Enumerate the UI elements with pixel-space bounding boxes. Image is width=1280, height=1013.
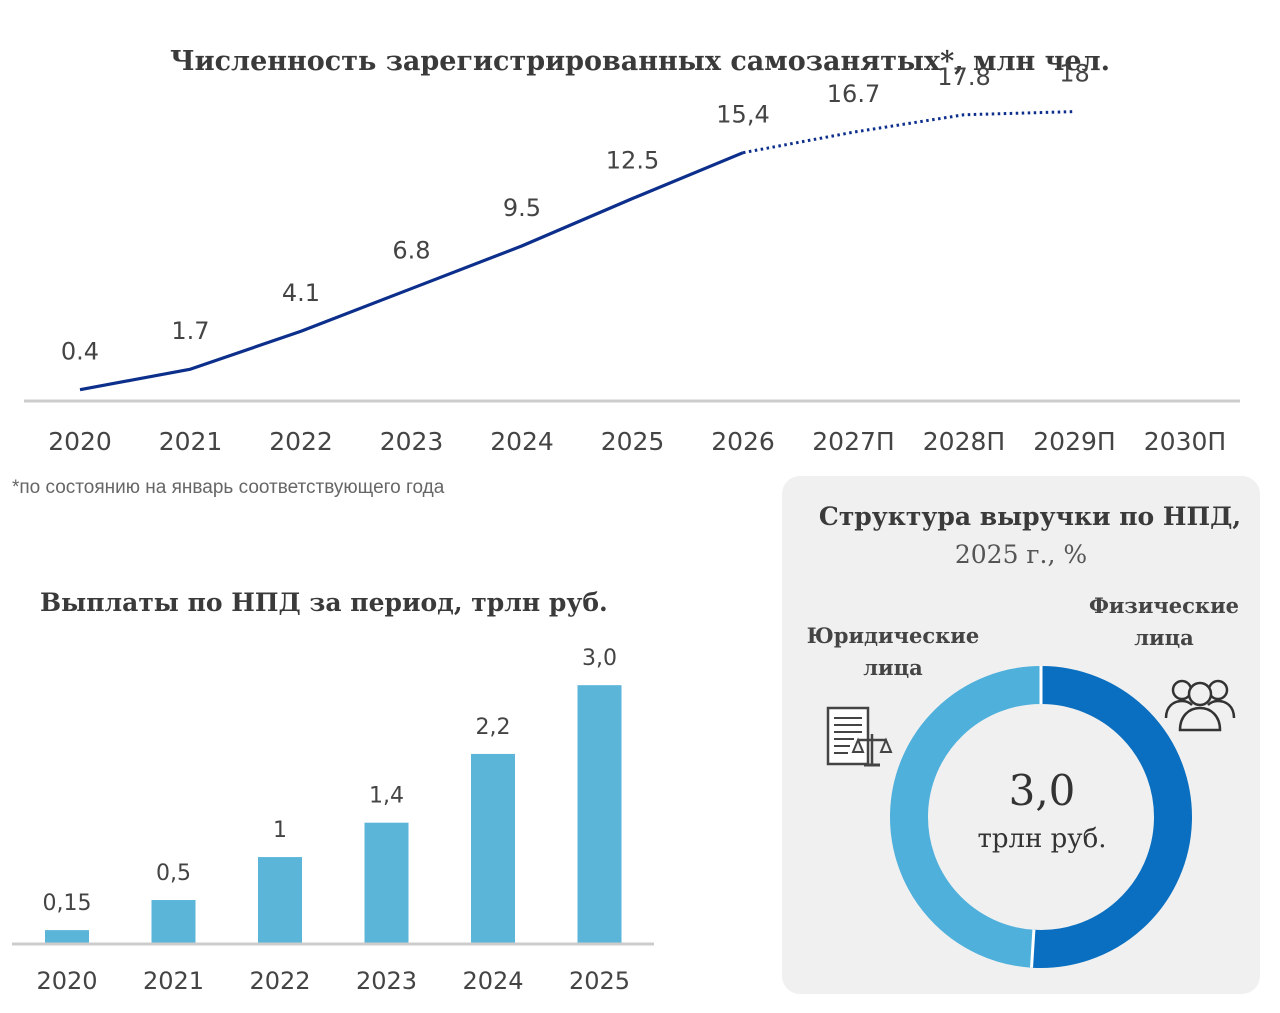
line-x-tick: 2027П (812, 427, 894, 456)
line-data-label: 6.8 (392, 237, 430, 265)
bar-data-label: 3,0 (582, 646, 617, 671)
donut-title: Структура выручки по НПД, 2025 г., % (782, 498, 1260, 574)
bar-x-tick: 2020 (36, 967, 97, 995)
line-x-tick: 2021 (159, 427, 223, 456)
legal-label-line2: лица (863, 655, 923, 680)
bar-2021 (151, 900, 196, 943)
document-scales-icon (826, 706, 893, 767)
bar-x-tick: 2023 (356, 967, 417, 995)
bar-2020 (45, 930, 89, 943)
line-chart-title: Численность зарегистрированных самозанят… (169, 46, 1111, 77)
individuals-label: Физические лица (1078, 590, 1250, 654)
donut-title-main: Структура выручки по НПД, (818, 502, 1242, 531)
bar-2025 (577, 685, 622, 943)
legal-entities-label: Юридические лица (798, 620, 988, 684)
line-data-label: 9.5 (503, 194, 541, 222)
line-data-label: 1.7 (171, 317, 209, 345)
bar-data-label: 2,2 (476, 715, 511, 740)
bar-data-label: 1,4 (369, 784, 404, 809)
donut-separator (1030, 929, 1036, 968)
line-data-label: 4.1 (282, 279, 320, 307)
line-data-label: 0.4 (61, 338, 99, 366)
forecast-series-line (742, 110, 1075, 155)
legal-label-line1: Юридические (806, 623, 980, 648)
line-x-tick: 2030П (1144, 427, 1226, 456)
physical-label-line1: Физические (1088, 593, 1240, 618)
donut-slice-individuals (1031, 666, 1192, 968)
bar-x-tick: 2022 (249, 967, 310, 995)
physical-label-line2: лица (1134, 625, 1194, 650)
line-data-label: 15,4 (716, 101, 769, 129)
line-data-label: 17.8 (937, 63, 990, 91)
bar-x-tick: 2021 (143, 967, 204, 995)
bar-x-tick: 2024 (462, 967, 523, 995)
donut-slice-legal-entities (890, 666, 1042, 968)
donut-panel: Структура выручки по НПД, 2025 г., % Юри… (782, 476, 1260, 994)
line-data-label: 16.7 (827, 80, 880, 108)
line-x-tick: 2024 (490, 427, 554, 456)
footnote: *по состоянию на январь соответствующего… (12, 477, 445, 498)
bar-data-label: 0,15 (43, 891, 92, 916)
line-x-tick: 2020 (48, 427, 112, 456)
line-x-tick: 2029П (1033, 427, 1115, 456)
actual-series-line (79, 151, 744, 392)
line-x-tick: 2026 (711, 427, 775, 456)
bar-2022 (258, 857, 302, 943)
line-x-tick: 2025 (601, 427, 665, 456)
line-data-label: 12.5 (606, 147, 659, 175)
line-chart: 2020 2021 2022 2023 2024 2025 2026 2027П 2028П 20… (24, 60, 1240, 456)
bar-data-label: 0,5 (156, 861, 191, 886)
donut-subtitle: 2025 г., % (954, 540, 1088, 569)
bar-chart: 0,15 2020 0,5 2021 1 2022 1,4 2023 2,2 2024 3,0 202… (12, 646, 654, 995)
bar-chart-title: Выплаты по НПД за период, трлн руб. (40, 588, 608, 617)
people-group-icon (1164, 679, 1236, 732)
bar-data-label: 1 (273, 818, 287, 843)
bar-x-tick: 2025 (569, 967, 630, 995)
line-x-tick: 2023 (380, 427, 444, 456)
bar-2024 (471, 753, 515, 943)
donut-center-unit: трлн руб. (977, 824, 1107, 854)
donut-chart (890, 666, 1192, 968)
line-x-tick: 2022 (269, 427, 333, 456)
bar-2023 (364, 822, 409, 943)
donut-center-value: 3,0 (1008, 766, 1076, 815)
line-data-label: 18 (1059, 60, 1090, 88)
line-x-tick: 2028П (923, 427, 1005, 456)
